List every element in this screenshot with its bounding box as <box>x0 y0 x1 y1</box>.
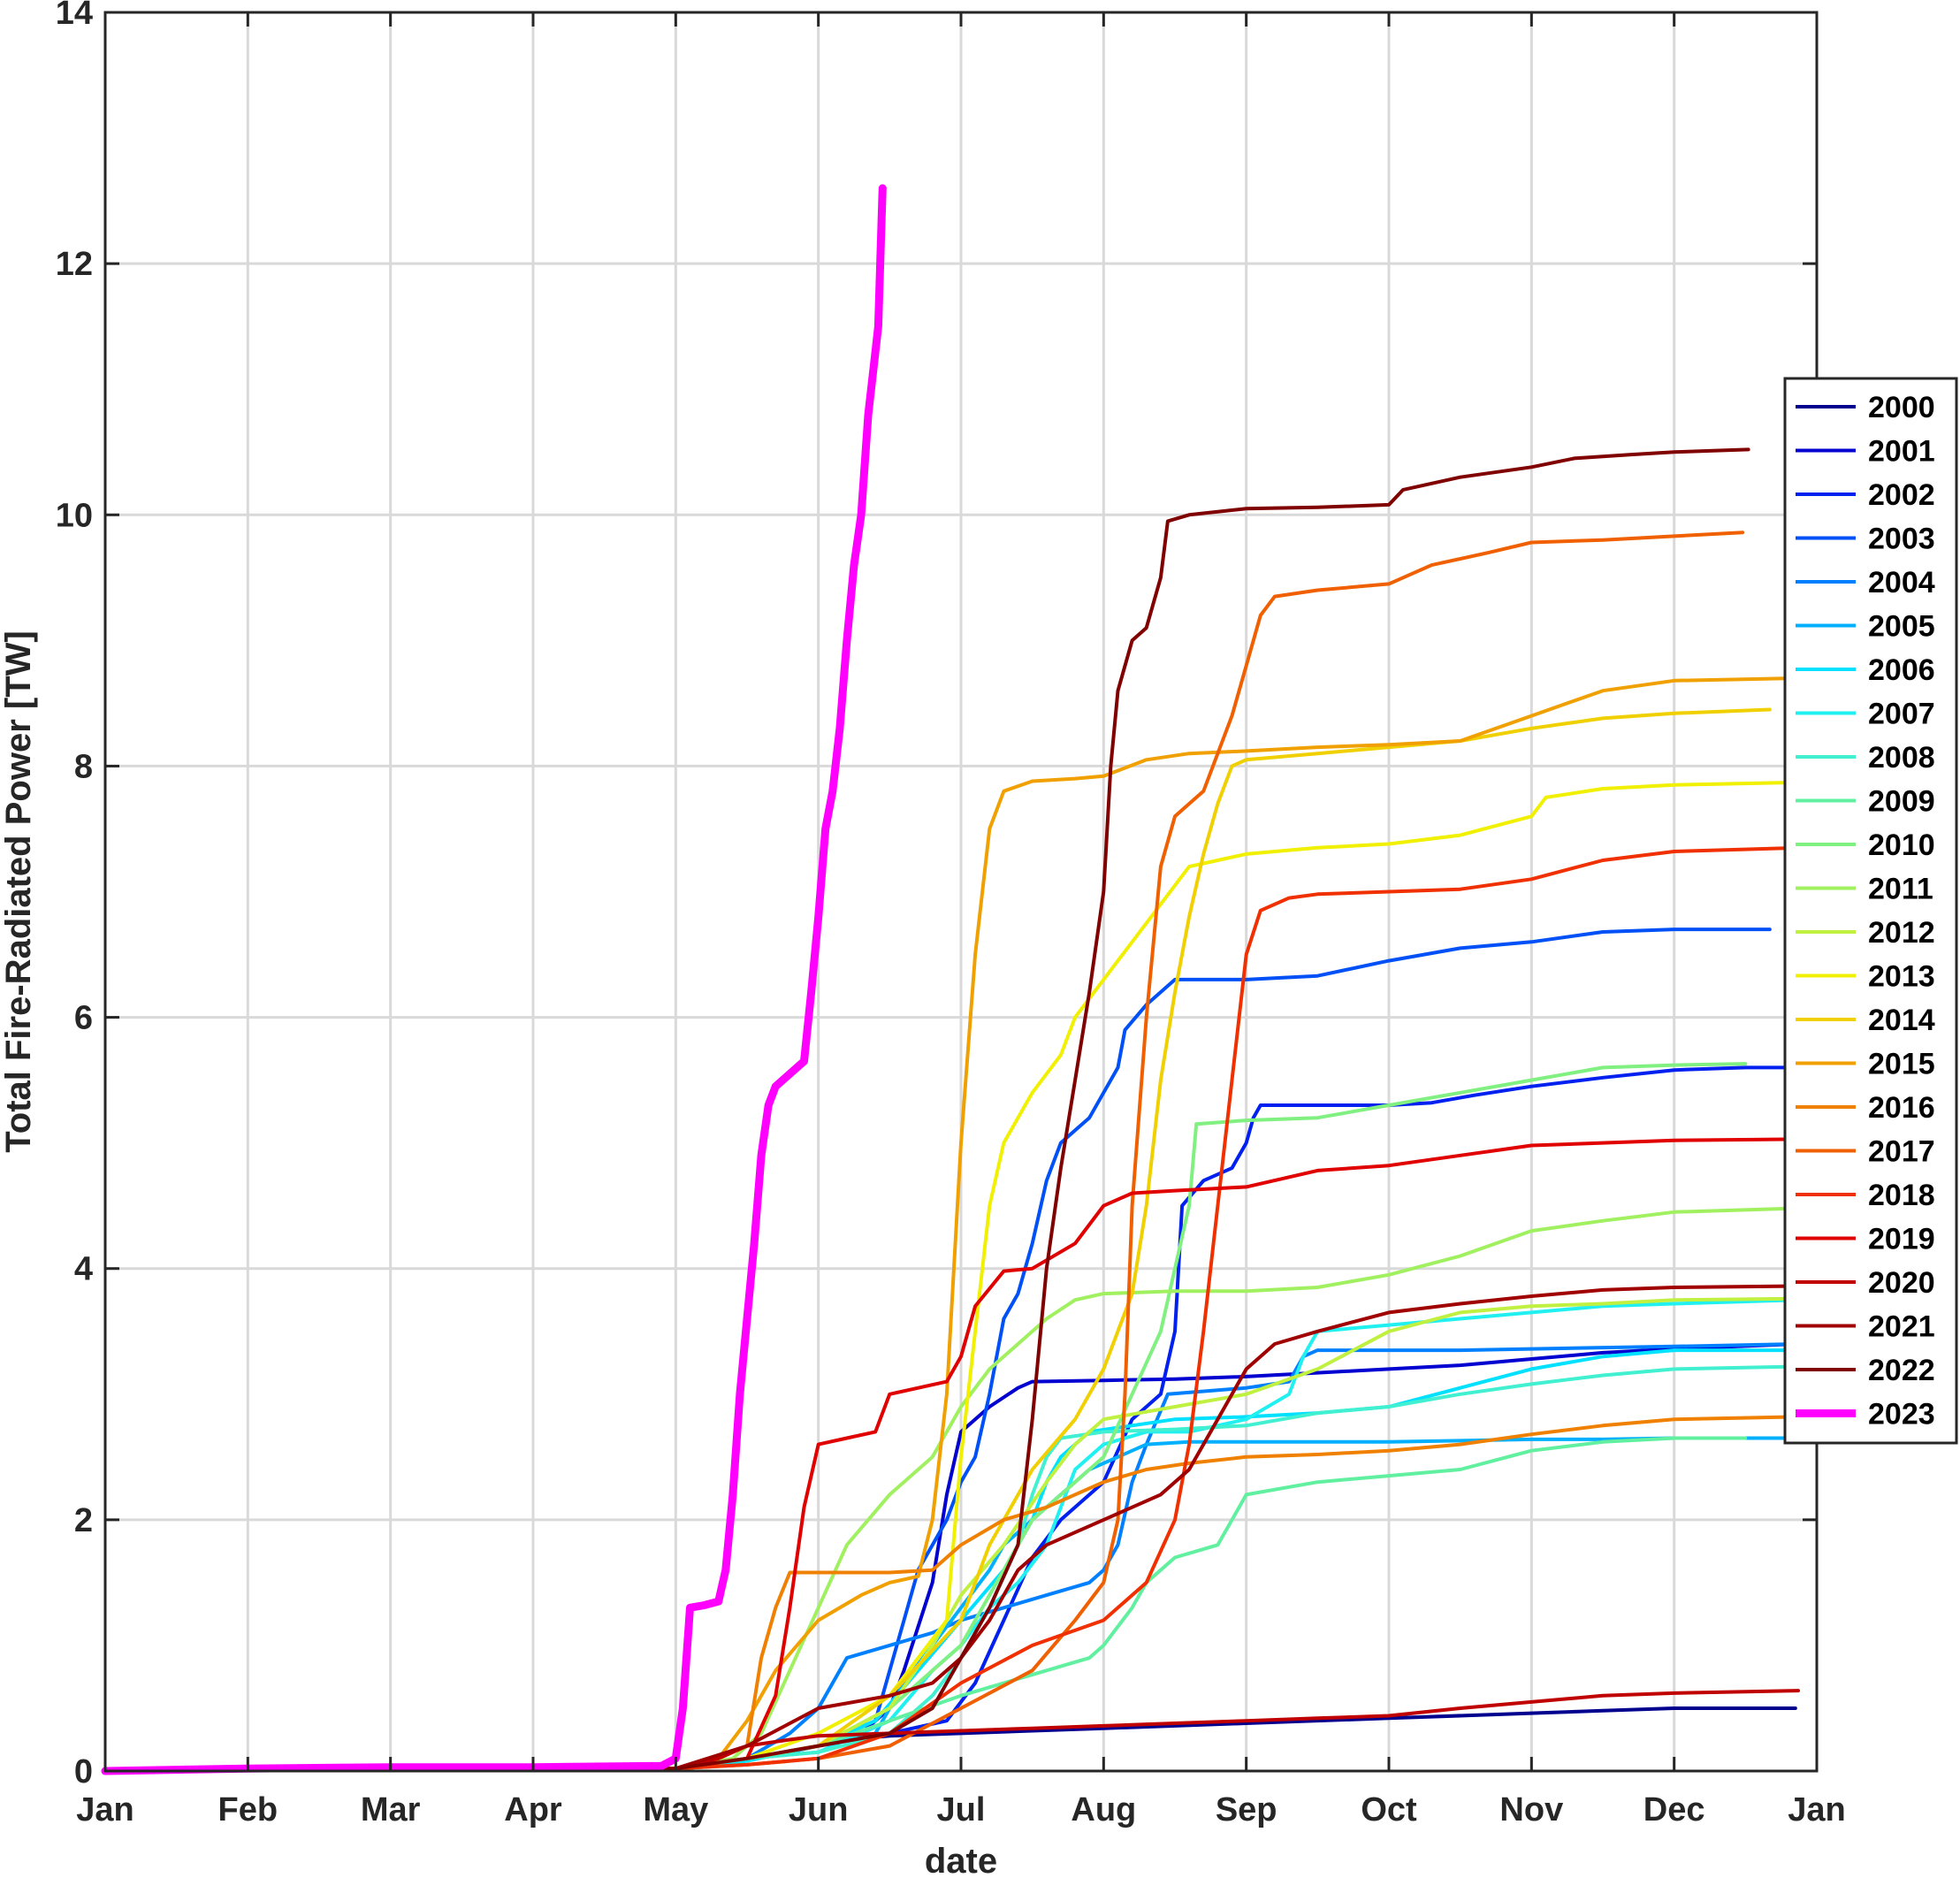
series-line-2019 <box>103 1137 1800 1773</box>
series-lines <box>101 184 1800 1775</box>
x-tick-label: Jan <box>76 1791 133 1828</box>
legend-label-2010: 2010 <box>1868 828 1935 862</box>
legend-label-2014: 2014 <box>1868 1004 1935 1037</box>
x-tick-label: Aug <box>1071 1791 1136 1828</box>
series-line-2022 <box>103 447 1750 1773</box>
series-line-2003 <box>103 928 1772 1773</box>
y-tick-label: 2 <box>74 1502 93 1539</box>
legend-label-2018: 2018 <box>1868 1179 1935 1212</box>
series-line-2016 <box>103 1415 1800 1773</box>
legend-label-2004: 2004 <box>1868 566 1935 599</box>
legend-label-2015: 2015 <box>1868 1048 1935 1081</box>
series-line-2023 <box>101 184 887 1775</box>
y-tick-label: 0 <box>74 1753 93 1790</box>
x-axis-label: date <box>925 1842 997 1878</box>
series-line-2017 <box>103 531 1745 1773</box>
series-line-2021 <box>103 1284 1790 1773</box>
series-line-2015 <box>103 676 1800 1773</box>
legend-label-2006: 2006 <box>1868 653 1935 687</box>
legend-label-2020: 2020 <box>1868 1266 1935 1300</box>
series-line-2008 <box>103 1364 1800 1773</box>
x-tick-label: Nov <box>1499 1791 1563 1828</box>
y-tick-label: 4 <box>74 1251 93 1288</box>
series-line-2011 <box>103 1206 1800 1773</box>
legend-label-2021: 2021 <box>1868 1310 1935 1344</box>
x-tick-label: Oct <box>1361 1791 1417 1828</box>
y-tick-label: 12 <box>56 246 93 283</box>
legend-label-2009: 2009 <box>1868 785 1935 819</box>
x-tick-label: Jan <box>1788 1791 1845 1828</box>
series-line-2013 <box>103 780 1800 1773</box>
legend-label-2013: 2013 <box>1868 960 1935 994</box>
x-tick-label: May <box>643 1791 708 1828</box>
legend: 2000 2001 2002 2003 2004 2005 2006 2007 2008 2009… <box>1783 377 1958 1445</box>
legend-label-2016: 2016 <box>1868 1091 1935 1125</box>
y-tick-label: 10 <box>56 497 93 534</box>
y-tick-label: 14 <box>56 0 93 32</box>
x-tick-label: Feb <box>218 1791 278 1828</box>
legend-label-2002: 2002 <box>1868 478 1935 512</box>
legend-label-2019: 2019 <box>1868 1223 1935 1256</box>
legend-box <box>1783 377 1958 1445</box>
x-tick-labels: Jan Feb Mar Apr May Jun Jul Aug Sep Oct Nov Dec Jan <box>76 1791 1845 1828</box>
legend-label-2012: 2012 <box>1868 916 1935 950</box>
x-tick-label: Jun <box>789 1791 849 1828</box>
legend-label-2005: 2005 <box>1868 610 1935 644</box>
y-tick-label: 6 <box>74 1000 93 1037</box>
y-tick-label: 8 <box>74 748 93 785</box>
legend-label-2000: 2000 <box>1868 391 1935 424</box>
y-axis-label: Total Fire-Radiated Power [TW] <box>0 630 38 1152</box>
legend-label-2008: 2008 <box>1868 741 1935 775</box>
legend-label-2022: 2022 <box>1868 1354 1935 1387</box>
series-line-2018 <box>103 845 1800 1773</box>
x-tick-label: Sep <box>1216 1791 1277 1828</box>
x-tick-label: Dec <box>1644 1791 1705 1828</box>
legend-label-2001: 2001 <box>1868 435 1935 469</box>
legend-label-2017: 2017 <box>1868 1135 1935 1169</box>
x-tick-label: Apr <box>504 1791 562 1828</box>
y-tick-labels: 0 2 4 6 8 10 12 14 <box>56 0 93 1790</box>
grid <box>105 12 1817 1771</box>
legend-label-2003: 2003 <box>1868 523 1935 556</box>
legend-label-2023: 2023 <box>1868 1398 1935 1431</box>
legend-label-2007: 2007 <box>1868 698 1935 731</box>
x-tick-label: Jul <box>937 1791 986 1828</box>
x-tick-label: Mar <box>361 1791 421 1828</box>
legend-label-2011: 2011 <box>1868 873 1933 906</box>
